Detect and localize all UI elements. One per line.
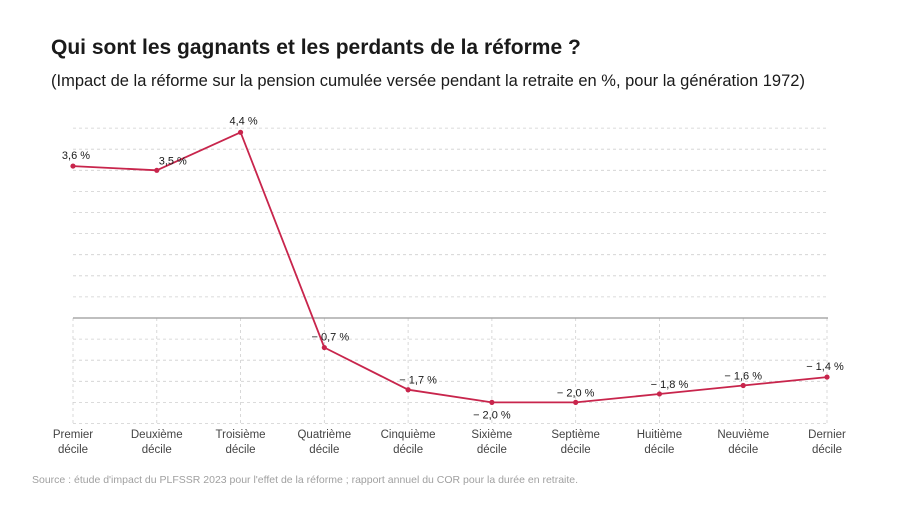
data-point [573,399,579,405]
data-points [70,129,830,405]
data-point [237,129,244,135]
data-labels: 3,6 % 3,5 % 4,4 % − 0,7 % − 1,7 % − 2,0 % − 2,… [62,115,844,421]
data-label: − 2,0 % [473,409,511,421]
chart-subtitle: (Impact de la réforme sur la pension cum… [51,72,805,90]
data-label: − 1,8 % [651,379,689,391]
x-tick-label: Troisième décile [216,429,266,456]
series-line-group [72,131,828,404]
data-point [824,374,830,380]
data-label: 3,6 % [62,150,90,162]
x-tick-label: Septième décile [551,429,600,456]
data-label: − 1,7 % [399,375,437,387]
data-label: 4,4 % [229,115,257,127]
x-tick-label: Neuvième décile [717,429,769,456]
data-point [154,167,160,173]
gridlines [72,127,828,424]
x-tick-label: Dernier décile [808,429,846,456]
data-point [405,387,411,393]
data-point [321,344,327,351]
series-line [72,131,828,404]
data-label: − 1,4 % [806,361,844,373]
x-tick-label: Premier décile [53,429,93,456]
data-point [740,382,746,389]
data-label: − 1,6 % [724,371,762,383]
x-tick-label: Huitième décile [637,429,682,456]
x-tick-labels: Premier décile Deuxième décile Troisième déci… [53,429,846,456]
x-tick-label: Quatrième décile [297,429,351,456]
chart-title: Qui sont les gagnants et les perdants de… [51,36,581,59]
x-tick-label: Deuxième décile [131,429,183,456]
data-label: − 2,0 % [557,387,595,399]
data-label: − 0,7 % [312,332,350,344]
data-point [489,399,495,405]
x-tick-label: Sixième décile [471,429,512,456]
data-label: 3,5 % [159,155,187,167]
x-tick-label: Cinquième décile [381,429,436,456]
data-point [70,163,76,169]
source-note: Source : étude d'impact du PLFSSR 2023 p… [32,474,579,486]
data-point [656,391,663,397]
